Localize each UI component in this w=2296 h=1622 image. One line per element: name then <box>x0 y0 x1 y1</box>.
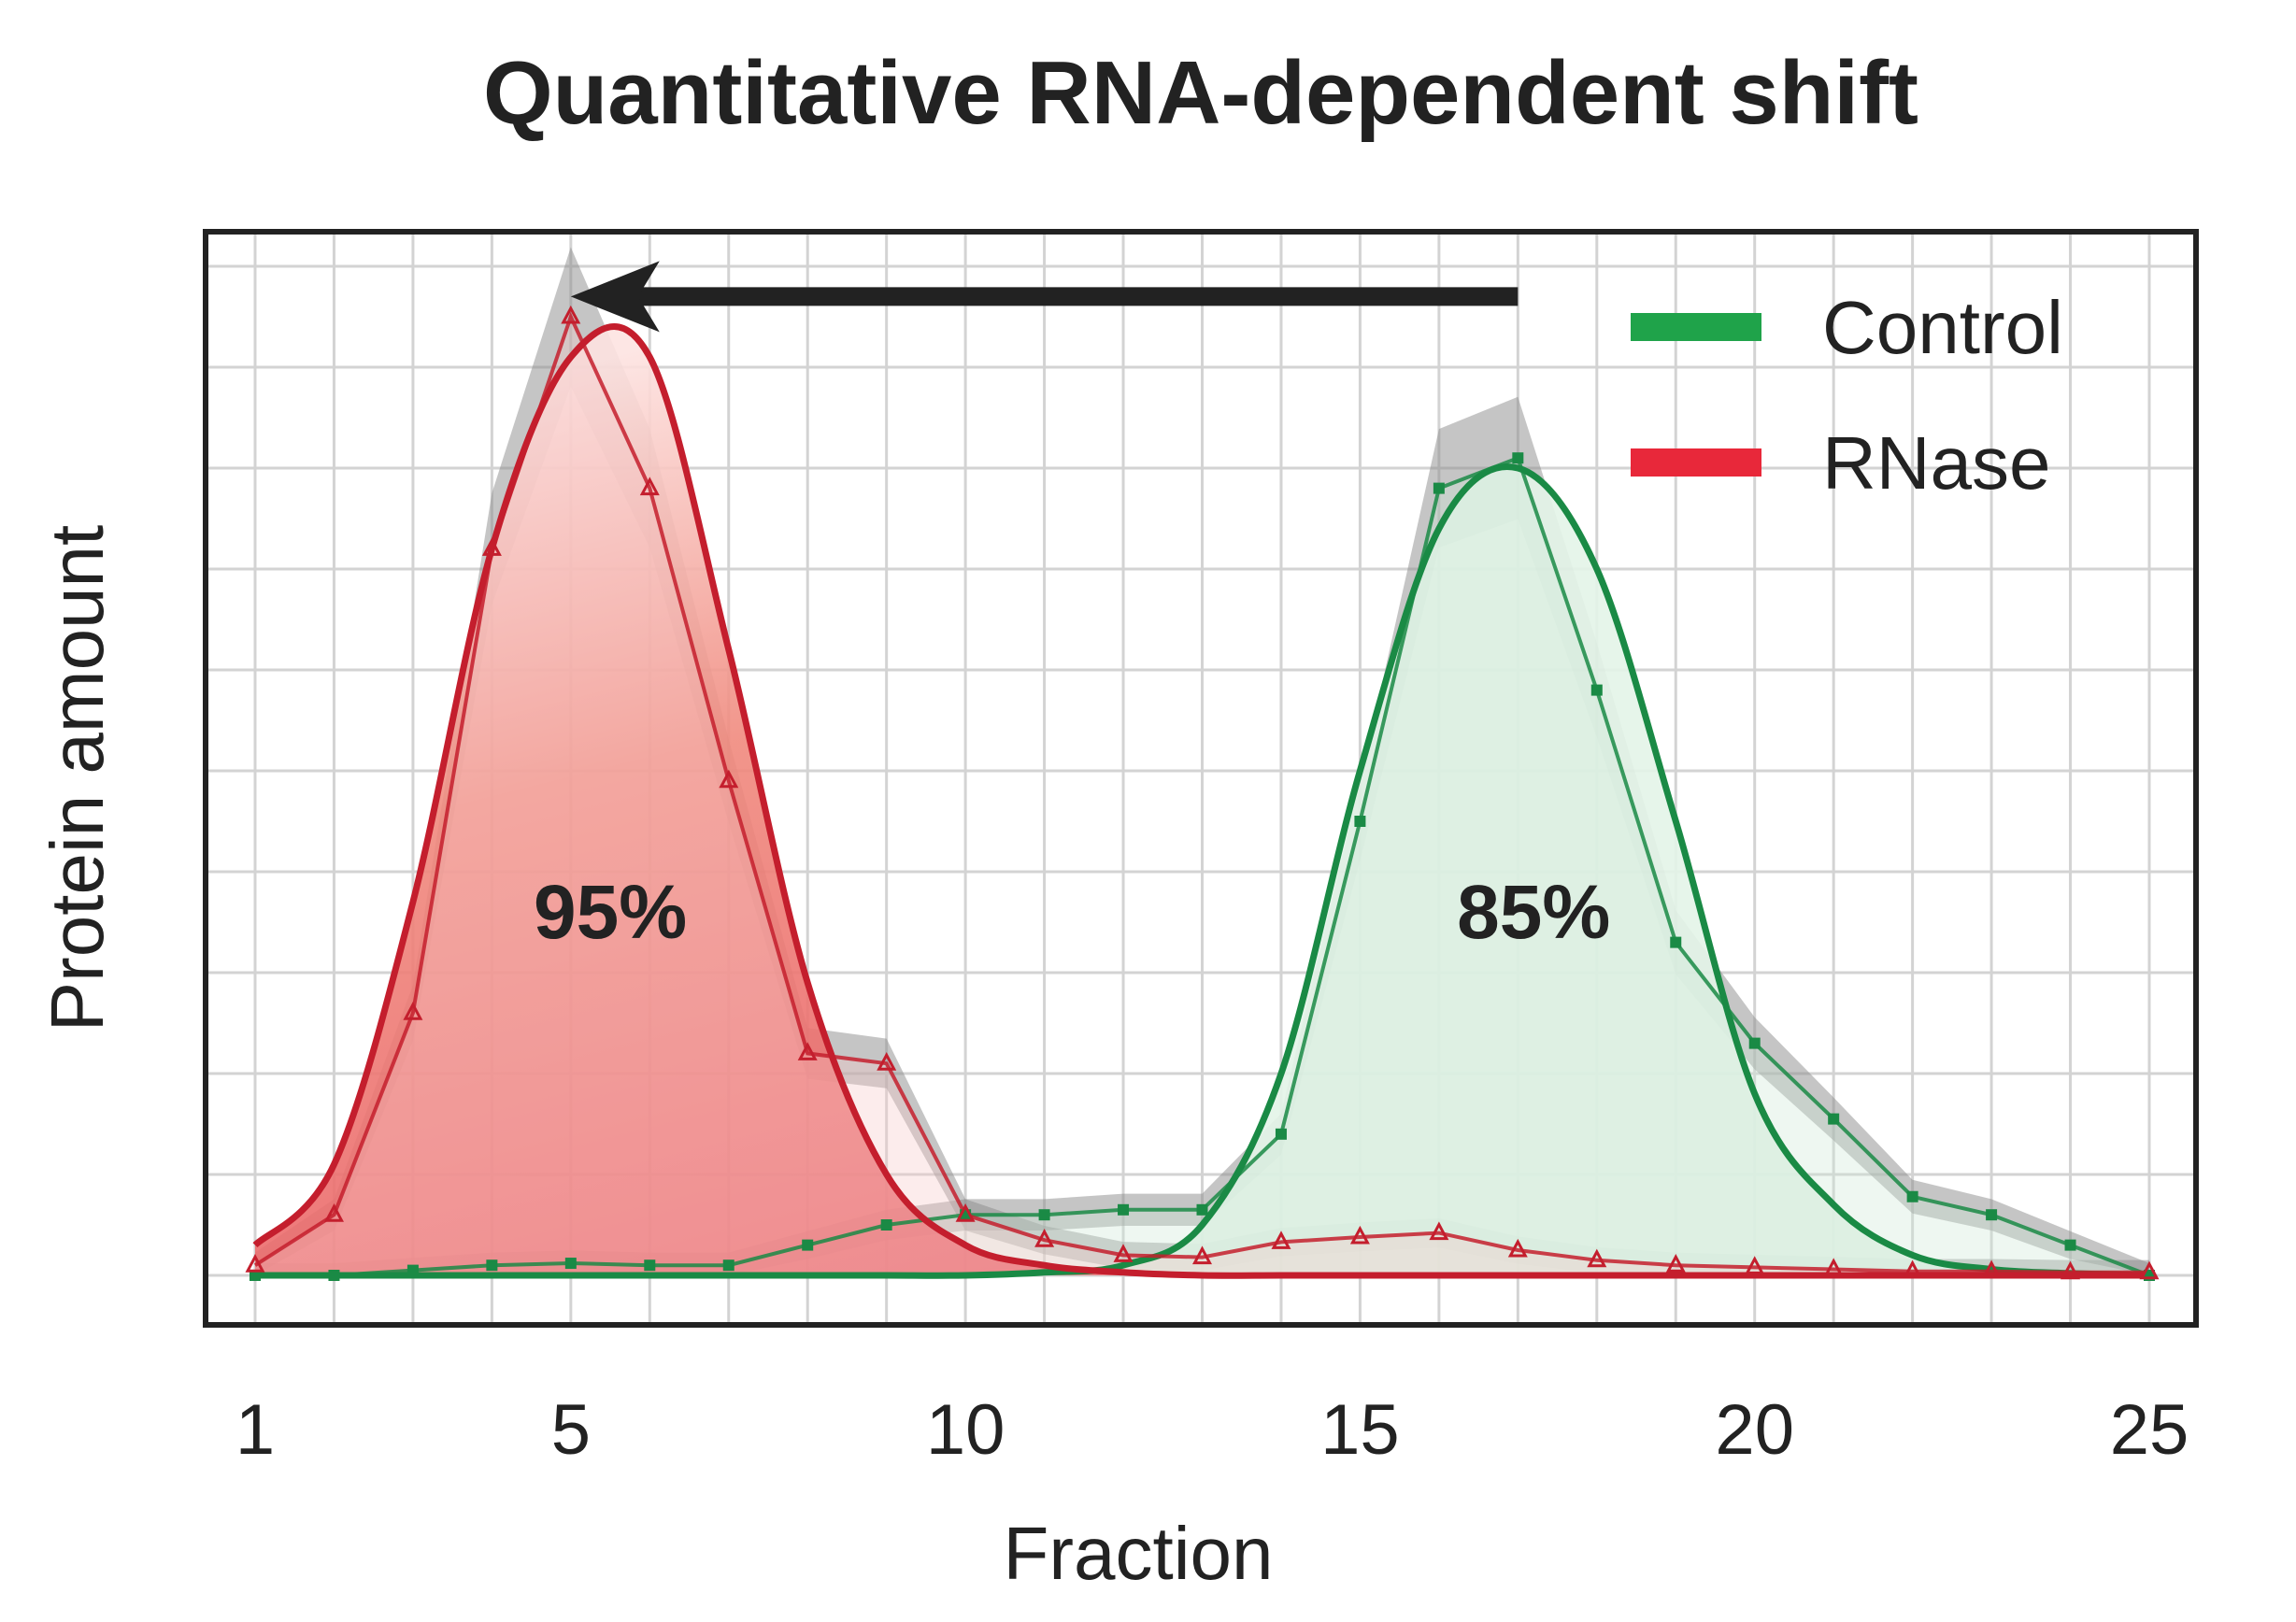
rnase-data-point <box>955 1203 976 1222</box>
rnase-data-point <box>1507 1238 1528 1258</box>
control-raw-fill <box>255 458 2149 1275</box>
rnase-data-point <box>1903 1259 1923 1279</box>
x-tick-label: 25 <box>2110 1390 2189 1470</box>
rnase-fit-line <box>252 323 2149 1279</box>
rnase-data-point <box>1981 1259 2002 1279</box>
x-tick-label: 15 <box>1320 1390 1400 1470</box>
control-data-point <box>1828 1113 1840 1125</box>
rnase-data-point <box>481 537 502 556</box>
rnase-legend-label: RNase <box>1822 421 2051 505</box>
rnase-data-point <box>245 1254 265 1273</box>
control-data-point <box>722 1259 734 1272</box>
control-data-point <box>328 1270 340 1281</box>
rnase-data-point <box>1034 1229 1055 1247</box>
rnase-data-point <box>877 1052 897 1071</box>
x-tick-label: 20 <box>1715 1390 1794 1470</box>
percent-annotation: 85% <box>1457 870 1610 955</box>
control-data-point <box>250 1270 261 1281</box>
rnase-data-point <box>324 1203 344 1222</box>
control-data-point <box>1512 452 1524 464</box>
control-data-point <box>2064 1239 2076 1251</box>
plot-frame <box>203 229 2199 1328</box>
control-data-point <box>1590 684 1603 696</box>
annotations: 95% 85% <box>534 261 1610 955</box>
control-data-point <box>1748 1037 1761 1049</box>
rnase-data-point <box>2061 1260 2080 1280</box>
control-data-point <box>644 1259 656 1272</box>
rnase-data-point <box>1587 1248 1607 1268</box>
control-data-point <box>1196 1203 1208 1216</box>
control-data-point <box>406 1264 419 1276</box>
area-fills <box>255 317 2149 1276</box>
rnase-data-point <box>1192 1245 1212 1265</box>
control-data-point <box>1118 1203 1130 1216</box>
control-data-point <box>1670 936 1682 948</box>
x-tick-label: 1 <box>235 1390 275 1470</box>
control-data-point <box>1038 1209 1050 1221</box>
rnase-data-point <box>1823 1258 1844 1276</box>
chart-title: Quantitative RNA-dependent shift <box>483 43 1918 143</box>
x-tick-label: 10 <box>926 1390 1005 1470</box>
legend: Control RNase <box>1631 286 2063 505</box>
rnase-data-point <box>403 1002 423 1020</box>
shift-arrow-head <box>570 261 660 333</box>
control-legend-label: Control <box>1822 286 2063 369</box>
control-data-point <box>1275 1128 1287 1140</box>
x-axis-label: Fraction <box>1004 1512 1274 1595</box>
control-data-point <box>1906 1190 1918 1202</box>
rnase-raw-line <box>253 311 2149 1274</box>
control-data-point <box>1354 816 1366 827</box>
control-fit-line <box>255 463 2150 1279</box>
rnase-data-point <box>797 1042 818 1060</box>
x-tick-label: 5 <box>551 1390 591 1470</box>
rnase-data-point <box>2139 1260 2160 1280</box>
rnase-data-point <box>639 477 660 496</box>
control-area-fill <box>255 466 2149 1276</box>
percent-annotation: 95% <box>534 870 687 955</box>
control-data-point <box>1433 482 1445 494</box>
rnase-data-point <box>561 305 581 324</box>
rnase-data-point <box>1113 1244 1134 1262</box>
control-data-point <box>1986 1209 1998 1221</box>
control-data-point <box>564 1258 577 1270</box>
rnase-data-point <box>1665 1254 1686 1273</box>
control-data-point <box>802 1239 814 1251</box>
control-data-point <box>880 1219 892 1231</box>
rnase-raw-fill <box>255 317 2149 1275</box>
rnase-data-point <box>1429 1221 1449 1241</box>
y-axis-label: Protein amount <box>36 525 119 1032</box>
rnase-data-point <box>1745 1256 1765 1274</box>
rnase-area-fill <box>255 326 2149 1276</box>
rnase-data-point <box>1349 1225 1370 1245</box>
rnase-data-point <box>1271 1231 1291 1249</box>
control-data-point <box>486 1259 498 1272</box>
series-markers <box>245 305 2160 1281</box>
rnase-data-point <box>719 769 739 789</box>
x-axis-ticks: 1 5 10 15 20 25 <box>235 1390 2189 1470</box>
